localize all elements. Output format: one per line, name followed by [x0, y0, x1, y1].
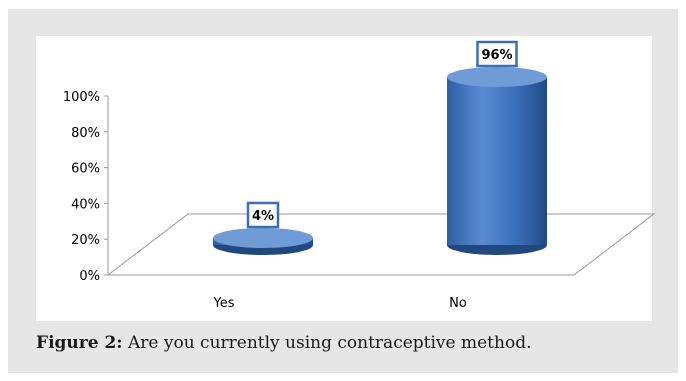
data-label-box: [246, 201, 280, 229]
bar-top: [447, 67, 547, 87]
y-tick-labels: 0% 20% 40% 60% 80% 100%: [63, 90, 100, 284]
bars: [213, 67, 547, 255]
y-tick-label: 20%: [71, 233, 100, 248]
y-tick-label: 0%: [79, 269, 100, 284]
data-labels: 4% 96%: [246, 40, 518, 229]
chart-floor: [106, 213, 656, 276]
y-tick-label: 80%: [71, 126, 100, 141]
bar-body: [447, 77, 547, 245]
bar-yes: [213, 228, 313, 255]
bar-top: [213, 228, 313, 248]
data-label: 4%: [246, 201, 280, 229]
data-label: 96%: [476, 40, 518, 68]
plot-area: [36, 36, 652, 321]
category-label: Yes: [213, 296, 235, 311]
y-tick-label: 60%: [71, 162, 100, 177]
axes: [104, 95, 656, 276]
category-label: No: [449, 296, 467, 311]
caption-label: Figure 2:: [36, 333, 123, 353]
caption-text: Are you currently using contraceptive me…: [127, 333, 532, 353]
y-tick-label: 40%: [71, 197, 100, 212]
data-label-box: [476, 40, 518, 68]
category-labels: Yes No: [213, 296, 467, 311]
y-tick-label: 100%: [63, 90, 100, 105]
figure-caption: Figure 2: Are you currently using contra…: [36, 333, 531, 353]
bar-no: [447, 67, 547, 255]
data-label-text: 4%: [252, 209, 274, 224]
data-label-text: 96%: [481, 48, 512, 63]
